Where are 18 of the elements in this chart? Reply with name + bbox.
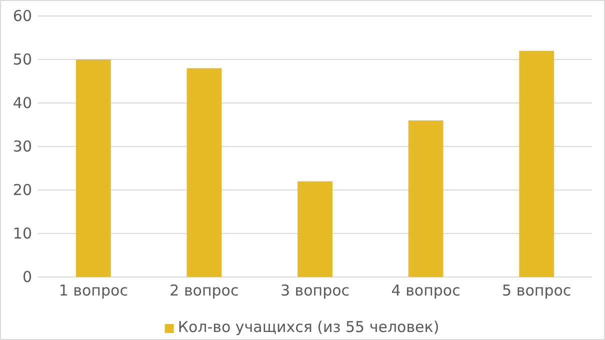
x-tick-label: 2 вопрос	[170, 282, 239, 300]
y-tick-label: 40	[12, 94, 32, 112]
legend-label: Кол-во учащихся (из 55 человек)	[178, 318, 440, 336]
bar	[519, 50, 554, 277]
bar	[298, 181, 332, 277]
bar	[186, 68, 222, 277]
bar	[408, 120, 444, 277]
y-tick-label: 0	[22, 268, 32, 286]
y-tick-label: 10	[12, 224, 32, 242]
y-tick-label: 30	[12, 137, 32, 156]
x-tick-label: 1 вопрос	[58, 282, 128, 300]
y-tick-label: 20	[12, 180, 32, 199]
y-tick-label: 60	[12, 6, 32, 25]
y-tick-label: 50	[12, 50, 32, 68]
x-tick-label: 4 вопрос	[391, 282, 460, 300]
x-tick-label: 5 вопрос	[502, 282, 572, 300]
bar	[76, 60, 111, 277]
x-tick-label: 3 вопрос	[280, 282, 350, 300]
